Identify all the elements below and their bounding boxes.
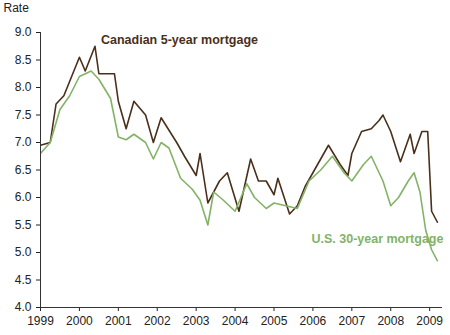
svg-text:2000: 2000 — [66, 314, 93, 328]
svg-text:2006: 2006 — [300, 314, 327, 328]
svg-text:1999: 1999 — [27, 314, 54, 328]
svg-text:7.5: 7.5 — [15, 108, 32, 122]
svg-text:2003: 2003 — [183, 314, 210, 328]
svg-text:Canadian 5-year mortgage: Canadian 5-year mortgage — [101, 33, 258, 47]
svg-text:5.0: 5.0 — [15, 245, 32, 259]
svg-text:2001: 2001 — [105, 314, 132, 328]
svg-text:5.5: 5.5 — [15, 218, 32, 232]
svg-text:2004: 2004 — [222, 314, 249, 328]
svg-text:2007: 2007 — [338, 314, 365, 328]
svg-text:2008: 2008 — [377, 314, 404, 328]
svg-text:2002: 2002 — [144, 314, 171, 328]
svg-text:8.5: 8.5 — [15, 53, 32, 67]
svg-text:6.5: 6.5 — [15, 163, 32, 177]
svg-text:9.0: 9.0 — [15, 25, 32, 39]
svg-text:2005: 2005 — [261, 314, 288, 328]
svg-text:U.S. 30-year mortgage: U.S. 30-year mortgage — [311, 232, 443, 246]
svg-text:7.0: 7.0 — [15, 135, 32, 149]
svg-text:6.0: 6.0 — [15, 190, 32, 204]
svg-text:Rate: Rate — [4, 1, 30, 15]
svg-text:8.0: 8.0 — [15, 80, 32, 94]
svg-text:4.0: 4.0 — [15, 300, 32, 314]
svg-text:4.5: 4.5 — [15, 273, 32, 287]
svg-text:2009: 2009 — [416, 314, 443, 328]
